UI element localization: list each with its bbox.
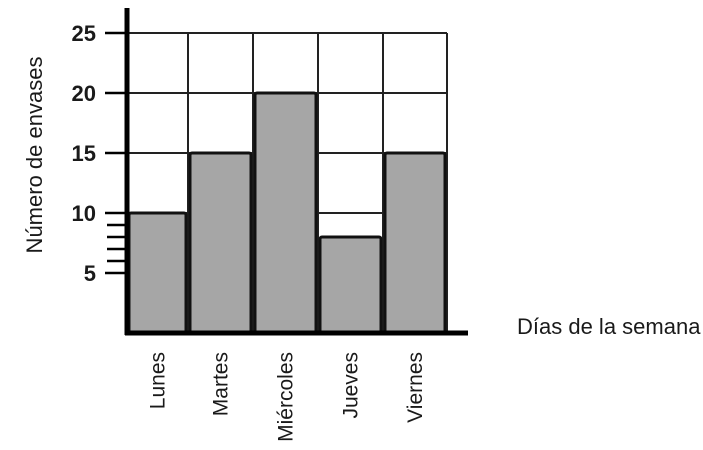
- y-axis-title: Número de envases: [22, 57, 47, 254]
- y-tick-label: 25: [72, 21, 96, 46]
- bar-viernes: [383, 151, 447, 335]
- bar-martes: [188, 151, 253, 335]
- x-category-labels: Lunes Martes Miércoles Jueves Viernes: [147, 352, 428, 442]
- chart-axes: [105, 8, 468, 336]
- x-category-label: Jueves: [340, 352, 363, 419]
- bar-jueves: [318, 235, 383, 335]
- bar-lunes: [127, 211, 188, 335]
- y-tick-label: 5: [84, 261, 96, 286]
- x-category-label: Miércoles: [275, 352, 298, 442]
- bar-miércoles: [253, 91, 318, 335]
- y-tick-labels: 5 10 15 20 25: [72, 21, 96, 286]
- chart-bars: [127, 91, 447, 335]
- x-axis-title: Días de la semana: [517, 314, 701, 339]
- x-category-label: Viernes: [404, 352, 427, 423]
- x-category-label: Martes: [210, 352, 233, 416]
- y-tick-label: 15: [72, 141, 96, 166]
- y-tick-label: 20: [72, 81, 96, 106]
- x-category-label: Lunes: [147, 352, 170, 409]
- y-tick-label: 10: [72, 201, 96, 226]
